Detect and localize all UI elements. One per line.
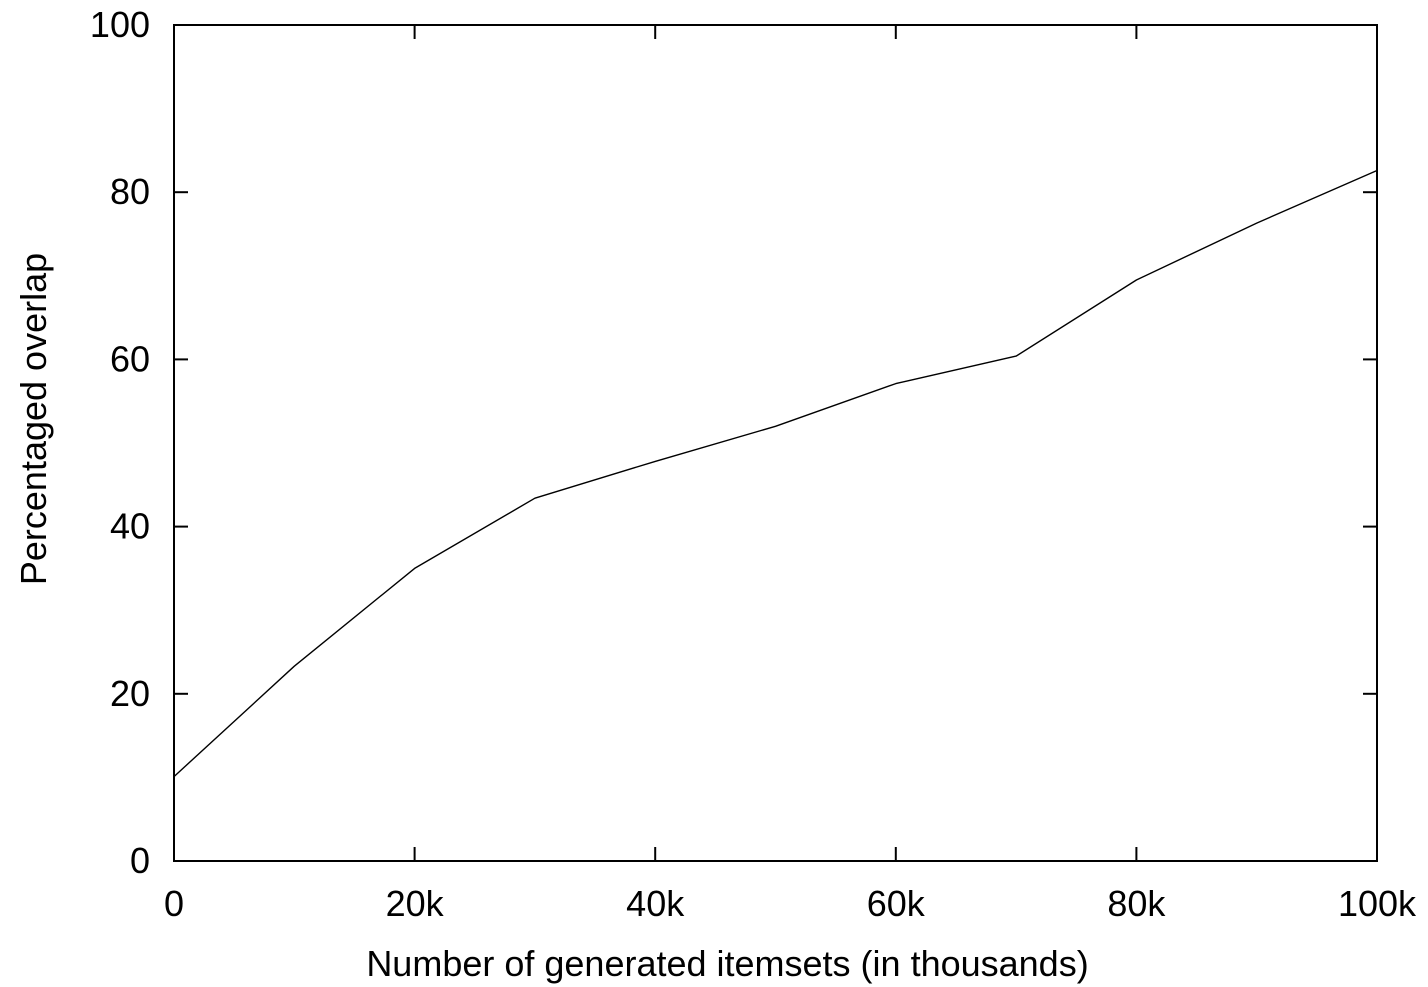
y-tick-label: 40 [110,506,150,547]
y-tick-label: 60 [110,338,150,379]
x-tick-label: 0 [164,883,184,924]
tick-labels: 0 20k 40k 60k 80k 100k 0 20 40 60 80 100 [90,4,1417,924]
x-tick-label: 20k [386,883,445,924]
y-tick-label: 80 [110,171,150,212]
y-tick-label: 100 [90,4,150,45]
series-layer [173,169,1378,778]
series-line [173,169,1378,778]
plot-frame [173,24,1378,862]
x-tick-label: 40k [626,883,685,924]
axis-ticks [173,24,1378,862]
x-tick-label: 100k [1338,883,1417,924]
y-tick-label: 0 [130,840,150,881]
x-tick-label: 60k [867,883,926,924]
x-tick-label: 80k [1107,883,1166,924]
y-tick-label: 20 [110,673,150,714]
y-axis-title: Percentaged overlap [13,253,54,585]
x-axis-title: Number of generated itemsets (in thousan… [366,943,1088,984]
